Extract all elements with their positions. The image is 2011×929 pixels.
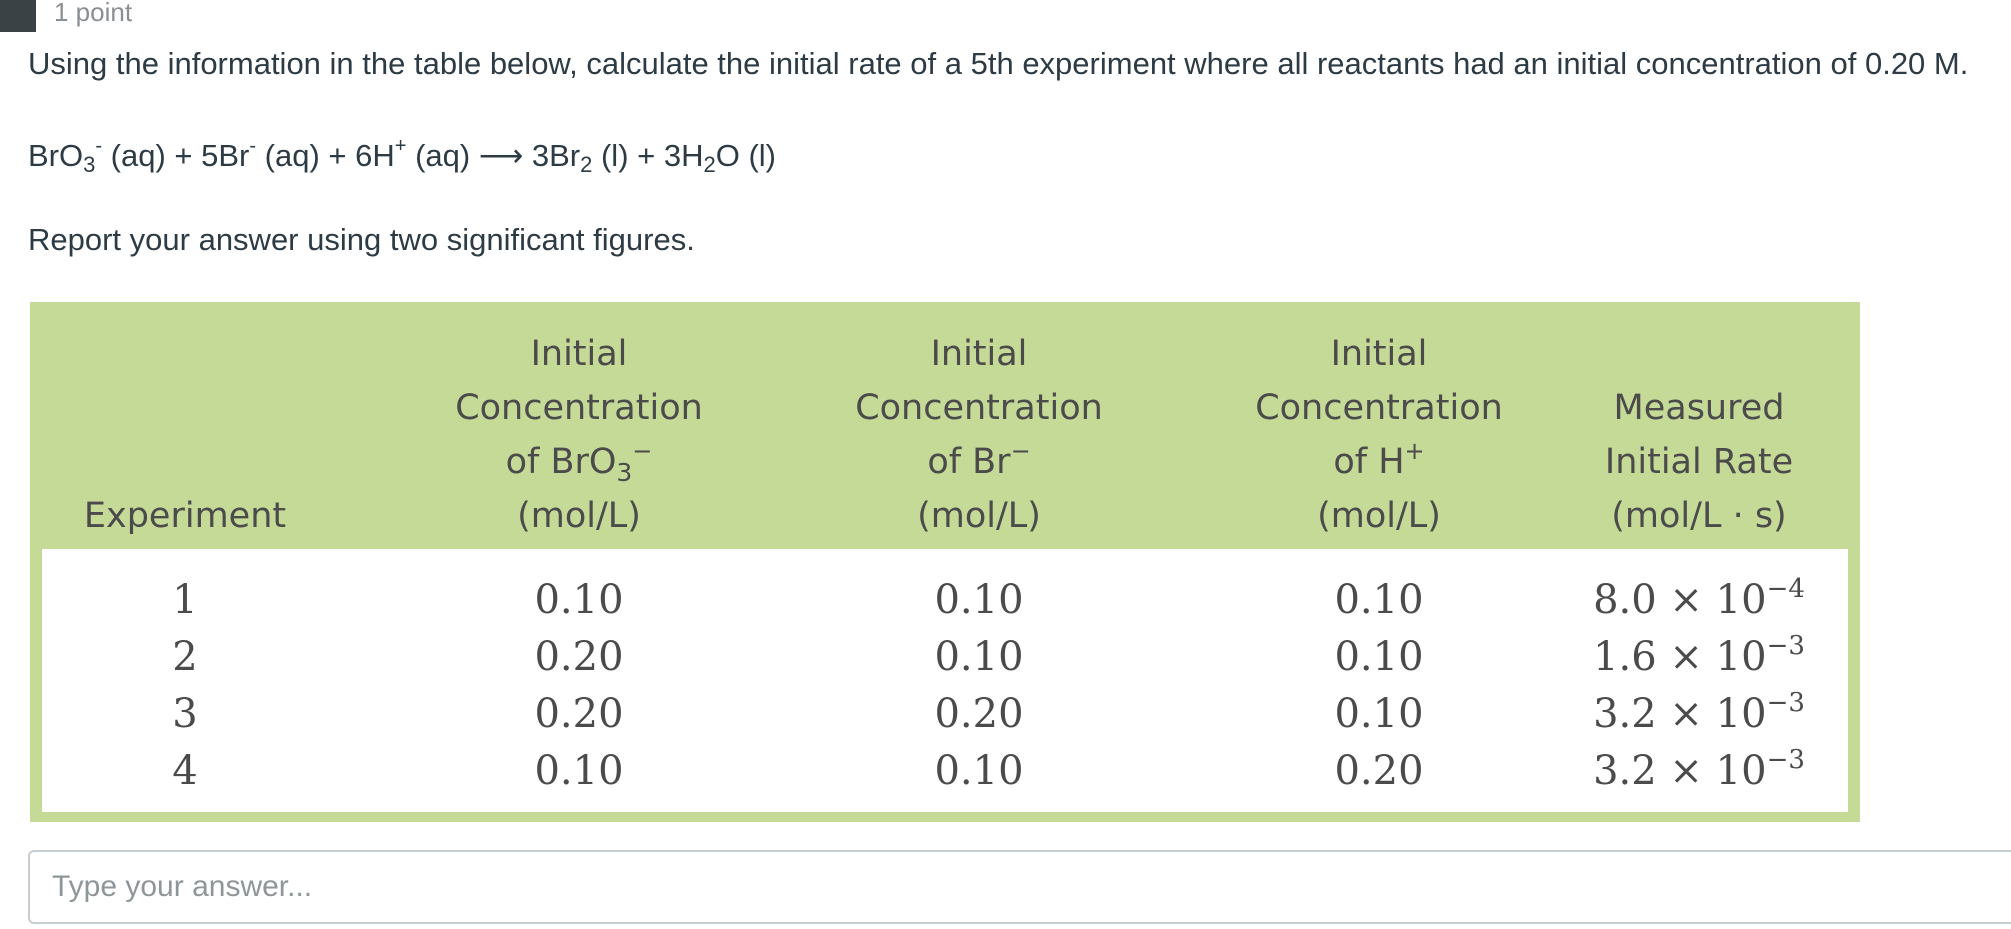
product-bromine: 3Br2	[523, 138, 593, 177]
header-line: (mol/L)	[917, 496, 1041, 536]
cell-exp: 2	[172, 634, 198, 680]
reactant-hydrogen: 6H+	[355, 135, 407, 173]
cell-bromate: 0.20	[534, 691, 624, 737]
cell-exp: 3	[172, 691, 198, 737]
reaction-arrow-icon: ⟶	[478, 138, 524, 173]
header-line: Initial	[530, 334, 628, 374]
cell-hydrogen: 0.10	[1334, 577, 1424, 623]
table-body	[42, 549, 1848, 812]
header-line: (mol/L)	[517, 496, 641, 536]
header-line: of Br−	[927, 437, 1031, 482]
header-line: Concentration	[855, 388, 1103, 428]
header-line: of BrO3−	[505, 437, 653, 487]
kinetics-data-table: Experiment 1 2 3 4 Initial Concentration…	[30, 302, 1860, 822]
cell-bromide: 0.10	[934, 748, 1024, 794]
header-line: Initial	[1330, 334, 1428, 374]
cell-rate: 3.2 × 10−3	[1593, 688, 1805, 737]
points-label: 1 point	[54, 0, 133, 27]
header-line: Concentration	[1255, 388, 1503, 428]
cell-bromide: 0.10	[934, 577, 1024, 623]
question-marker	[0, 0, 36, 32]
header-line: (mol/L)	[1317, 496, 1441, 536]
cell-bromide: 0.20	[934, 691, 1024, 737]
header-line: Initial Rate	[1604, 442, 1794, 482]
cell-bromide: 0.10	[934, 634, 1024, 680]
cell-bromate: 0.20	[534, 634, 624, 680]
answer-input[interactable]	[28, 850, 2011, 924]
header-line: (mol/L · s)	[1611, 496, 1787, 536]
header-experiment: Experiment	[83, 496, 287, 536]
cell-hydrogen: 0.10	[1334, 691, 1424, 737]
cell-rate: 8.0 × 10−4	[1593, 574, 1805, 623]
header-line: Measured	[1613, 388, 1785, 428]
cell-exp: 4	[172, 748, 198, 794]
reactant-bromate: BrO3-	[28, 135, 103, 177]
reactant-bromide: 5Br-	[201, 135, 257, 173]
cell-bromate: 0.10	[534, 577, 624, 623]
cell-rate: 3.2 × 10−3	[1593, 745, 1805, 794]
cell-hydrogen: 0.10	[1334, 634, 1424, 680]
chemical-equation: BrO3- (aq) + 5Br- (aq) + 6H+ (aq) ⟶ 3Br2…	[28, 135, 777, 177]
product-water: 3H2O (l)	[663, 138, 777, 177]
header-line: of H+	[1333, 437, 1425, 482]
cell-exp: 1	[172, 577, 198, 623]
cell-hydrogen: 0.20	[1334, 748, 1424, 794]
question-text: Using the information in the table below…	[28, 46, 1969, 81]
header-line: Concentration	[455, 388, 703, 428]
header-line: Initial	[930, 334, 1028, 374]
cell-rate: 1.6 × 10−3	[1593, 631, 1805, 680]
cell-bromate: 0.10	[534, 748, 624, 794]
instruction-text: Report your answer using two significant…	[28, 222, 695, 257]
